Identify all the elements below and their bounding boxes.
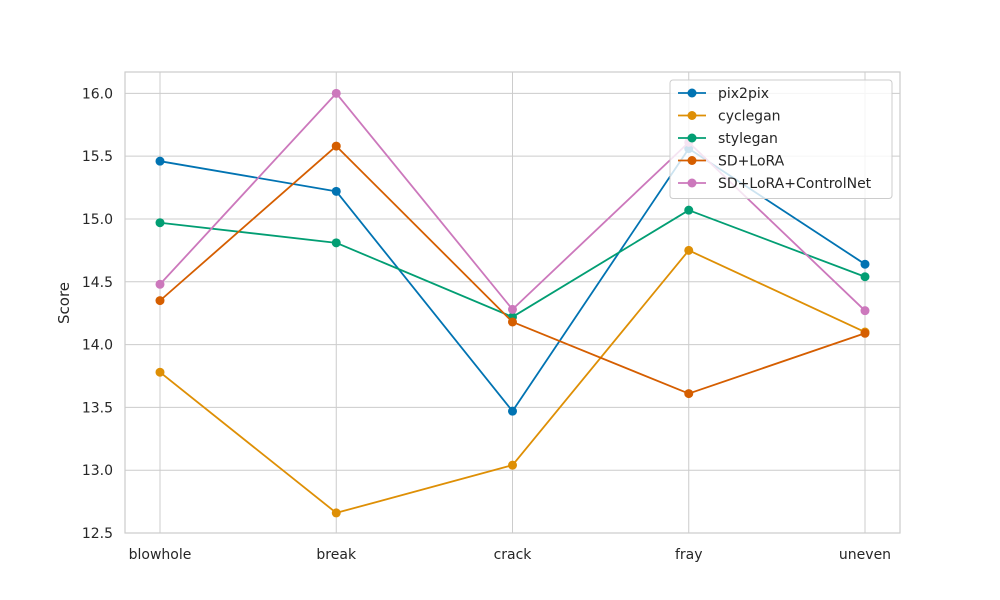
legend-item: cyclegan (678, 109, 781, 125)
legend-item: SD+LoRA+ControlNet (678, 176, 872, 192)
series-stylegan (155, 205, 870, 322)
data-point (155, 279, 165, 289)
data-point (860, 328, 870, 338)
data-point (684, 389, 694, 399)
y-axis-label: Score (55, 282, 73, 324)
x-tick-label: blowhole (129, 547, 192, 563)
legend-swatch-marker (687, 178, 697, 188)
x-tick-label: fray (675, 547, 703, 563)
y-tick-label: 12.5 (82, 526, 113, 542)
y-axis: 12.5 13.0 13.5 14.0 14.5 15.0 15.5 16.0 (82, 86, 113, 542)
x-tick-label: crack (494, 547, 533, 563)
legend-box (669, 79, 893, 199)
data-point (508, 406, 517, 416)
data-point (860, 272, 870, 282)
legend-label: pix2pix (718, 86, 769, 102)
data-point (331, 88, 341, 98)
y-tick-label: 14.5 (82, 275, 113, 291)
y-tick-label: 13.0 (82, 463, 113, 479)
data-point (508, 304, 517, 314)
data-point (684, 245, 694, 255)
legend-swatch-marker (687, 156, 697, 165)
legend-item: pix2pix (678, 86, 769, 102)
x-tick-label: uneven (839, 547, 891, 563)
series-SD+LoRA (155, 141, 870, 399)
legend-swatch-marker (687, 111, 697, 120)
data-point (684, 205, 694, 215)
legend-item: stylegan (678, 131, 778, 147)
data-point (860, 306, 870, 316)
data-point (508, 460, 517, 470)
legend: pix2pix cyclegan stylegan SD+LoRA SD+LoRA+Co… (669, 79, 893, 199)
legend-item: SD+LoRA (678, 154, 785, 170)
legend-swatch-marker (687, 88, 697, 98)
legend-swatch-marker (687, 133, 697, 143)
x-axis: blowhole break crack fray uneven (129, 547, 891, 563)
data-point (860, 259, 870, 269)
data-point (331, 141, 341, 151)
data-point (155, 296, 165, 306)
data-point (331, 508, 341, 518)
y-tick-label: 14.0 (82, 338, 113, 354)
y-tick-label: 15.0 (82, 212, 113, 228)
data-point (331, 238, 341, 248)
grid (125, 72, 900, 534)
data-point (155, 367, 165, 377)
data-point (508, 317, 517, 327)
plot-frame (124, 71, 901, 534)
y-tick-label: 13.5 (82, 400, 113, 416)
legend-label: stylegan (718, 131, 778, 147)
legend-label: cyclegan (718, 109, 781, 125)
data-point (155, 218, 165, 228)
x-tick-label: break (316, 547, 357, 563)
data-point (331, 186, 341, 196)
legend-label: SD+LoRA+ControlNet (718, 176, 872, 192)
y-tick-label: 15.5 (82, 149, 113, 165)
data-point (155, 156, 165, 166)
legend-label: SD+LoRA (718, 154, 785, 170)
y-tick-label: 16.0 (82, 86, 113, 102)
